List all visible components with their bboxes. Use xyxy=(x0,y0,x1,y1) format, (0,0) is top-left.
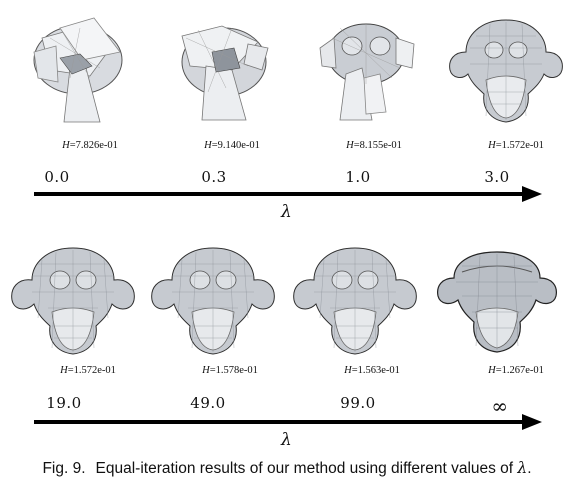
lambda-value-8: ∞ xyxy=(491,394,509,418)
caption-end: . xyxy=(527,460,532,477)
mesh-image-lambda-infinity xyxy=(437,251,557,353)
lambda-value-1: 0.0 xyxy=(44,168,70,186)
figure-number: Fig. 9. xyxy=(42,460,86,477)
mesh-image-lambda-0 xyxy=(33,17,123,123)
mesh-image-lambda-49-0 xyxy=(151,247,275,355)
energy-label-2: H=9.140e-01 xyxy=(204,140,260,151)
lambda-axis-label-2: λ xyxy=(281,430,292,450)
energy-label-4: H=1.572e-01 xyxy=(488,140,544,151)
lambda-value-6: 49.0 xyxy=(190,394,226,412)
energy-label-7: H=1.563e-01 xyxy=(344,365,400,376)
mesh-image-lambda-99-0 xyxy=(293,247,417,355)
energy-label-1: H=7.826e-01 xyxy=(62,140,118,151)
caption-text: Equal-iteration results of our method us… xyxy=(95,460,518,477)
mesh-image-lambda-19-0 xyxy=(11,247,135,355)
mesh-image-lambda-1-0 xyxy=(319,23,415,121)
energy-label-3: H=8.155e-01 xyxy=(346,140,402,151)
lambda-value-7: 99.0 xyxy=(340,394,376,412)
lambda-value-5: 19.0 xyxy=(46,394,82,412)
caption-symbol: λ xyxy=(517,459,528,477)
figure-caption: Fig. 9. Equal-iteration results of our me… xyxy=(0,459,574,478)
lambda-value-4: 3.0 xyxy=(484,168,510,186)
mesh-image-lambda-0-3 xyxy=(181,25,269,121)
lambda-axis-arrow-1 xyxy=(34,186,542,202)
mesh-image-lambda-3-0 xyxy=(449,19,563,123)
lambda-value-3: 1.0 xyxy=(345,168,371,186)
lambda-axis-arrow-2 xyxy=(34,414,542,430)
energy-label-6: H=1.578e-01 xyxy=(202,365,258,376)
energy-label-8: H=1.267e-01 xyxy=(488,365,544,376)
lambda-value-2: 0.3 xyxy=(201,168,227,186)
lambda-axis-label-1: λ xyxy=(281,202,292,222)
energy-label-5: H=1.572e-01 xyxy=(60,365,116,376)
